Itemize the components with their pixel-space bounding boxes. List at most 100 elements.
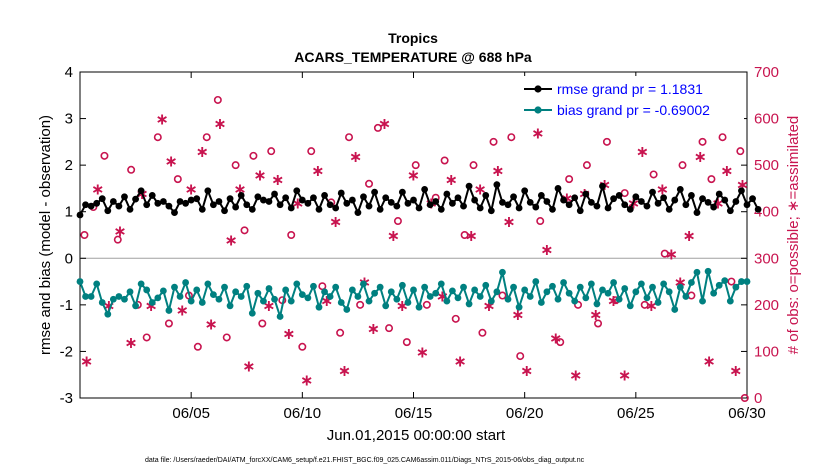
obs-possible-point	[556, 338, 565, 347]
bias-point	[604, 289, 612, 297]
rmse-point	[298, 196, 306, 204]
obs-possible-point	[422, 300, 431, 309]
rmse-point	[154, 199, 162, 207]
bias-point	[649, 283, 656, 291]
obs-possible-point	[336, 328, 345, 337]
chart-subtitle: ACARS_TEMPERATURE @ 688 hPa	[294, 49, 532, 65]
obs-assimilated-point: ∗	[213, 114, 226, 133]
legend-rmse-label: rmse grand pr = 1.1831	[557, 81, 703, 97]
obs-assimilated-point: ∗	[502, 212, 515, 231]
rmse-point	[93, 199, 101, 207]
bias-point	[654, 299, 662, 306]
rmse-point	[626, 205, 634, 213]
bias-point	[699, 297, 706, 305]
obs-possible-point	[660, 249, 669, 258]
rmse-point	[571, 194, 579, 202]
rmse-point	[282, 194, 290, 202]
bias-point	[493, 288, 501, 296]
bias-point	[421, 283, 429, 291]
obs-assimilated-point: ∗	[91, 179, 104, 198]
bias-point	[143, 286, 151, 294]
bias-point	[198, 299, 206, 306]
bias-point	[549, 282, 556, 290]
obs-assimilated-point: ∗	[349, 147, 362, 166]
bias-point	[415, 303, 423, 311]
rmse-point	[521, 187, 529, 195]
rmse-point	[109, 198, 117, 205]
obs-possible-point	[365, 179, 374, 188]
obs-assimilated-point: ∗	[253, 165, 266, 184]
rmse-point	[243, 201, 251, 209]
bias-point	[159, 287, 167, 295]
obs-possible-point	[240, 226, 249, 235]
rmse-point	[487, 207, 495, 215]
obs-possible-point	[287, 231, 296, 240]
rmse-point	[649, 188, 656, 196]
rmse-point	[254, 193, 262, 201]
rmse-point	[265, 198, 273, 205]
obs-possible-point	[249, 151, 258, 160]
obs-possible-point	[536, 217, 545, 226]
bias-point	[204, 280, 212, 288]
rmse-point	[421, 185, 429, 193]
obs-assimilated-point: ∗	[416, 342, 429, 361]
rmse-point	[276, 201, 284, 209]
obs-assimilated-point: ∗	[445, 170, 458, 189]
rmse-point	[143, 201, 151, 209]
obs-possible-point	[213, 95, 222, 104]
bias-point	[726, 297, 734, 305]
rmse-point	[593, 202, 601, 210]
rmse-point	[121, 193, 128, 201]
obs-possible-point	[740, 393, 749, 402]
obs-possible-point	[736, 147, 745, 156]
rmse-point	[348, 196, 356, 204]
bias-point	[109, 295, 117, 303]
obs-possible-point	[718, 133, 727, 142]
bias-point	[560, 279, 567, 286]
rmse-point	[482, 192, 490, 199]
obs-assimilated-point: ∗	[311, 161, 324, 180]
rmse-point	[732, 198, 740, 205]
obs-assimilated-point: ∗	[113, 221, 126, 240]
obs-possible-point	[153, 133, 162, 142]
obs-assimilated-point: ∗	[196, 142, 209, 161]
x-tick-label: 06/10	[284, 405, 322, 422]
rmse-point	[615, 192, 623, 199]
bias-point	[671, 306, 679, 313]
bias-point	[599, 286, 606, 294]
obs-assimilated-point: ∗	[329, 212, 342, 231]
bias-point	[693, 268, 701, 276]
obs-assimilated-point: ∗	[665, 245, 678, 264]
rmse-point	[749, 195, 756, 203]
rmse-point	[82, 201, 89, 209]
chart-title: Tropics	[388, 30, 438, 46]
obs-possible-point	[678, 161, 687, 170]
obs-assimilated-point: ∗	[511, 305, 524, 324]
bias-point	[704, 267, 712, 275]
bias-point	[576, 283, 584, 291]
bias-point	[404, 299, 412, 306]
obs-possible-point	[594, 319, 603, 328]
obs-possible-point	[142, 333, 151, 342]
bias-point	[582, 294, 590, 302]
bias-point	[271, 295, 278, 303]
obs-possible-point	[727, 277, 736, 286]
bias-point	[171, 283, 178, 291]
rmse-point	[354, 209, 362, 217]
rmse-point	[604, 204, 612, 212]
rmse-point	[704, 199, 712, 206]
rmse-point	[137, 187, 145, 195]
rmse-point	[398, 188, 406, 196]
bias-point	[393, 295, 401, 303]
bias-point	[621, 285, 629, 292]
obs-possible-point	[267, 147, 276, 156]
bias-point	[499, 268, 506, 276]
rmse-point	[554, 185, 562, 192]
bias-point	[460, 283, 467, 291]
left-y-tick-label: -1	[60, 297, 73, 314]
obs-assimilated-point: ∗	[491, 161, 504, 180]
bias-point	[282, 286, 290, 294]
rmse-point	[332, 204, 340, 212]
rmse-point	[165, 202, 173, 210]
